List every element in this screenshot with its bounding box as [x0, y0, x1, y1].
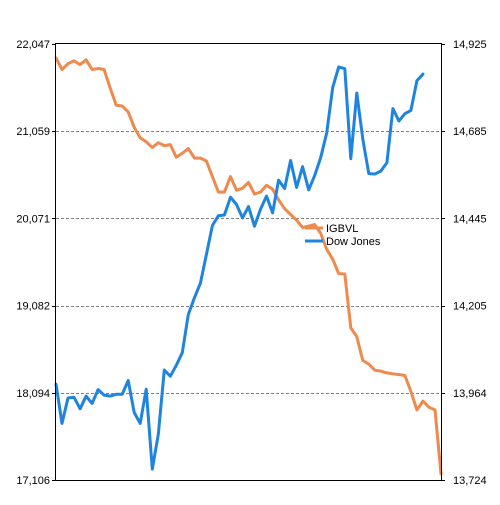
left-tick-label: 17,106 — [16, 475, 50, 487]
plot-frame — [55, 43, 442, 481]
series-line-igbvl — [54, 56, 443, 476]
legend: IGBVL Dow Jones — [305, 223, 381, 248]
right-tick-label: 13,964 — [453, 388, 487, 400]
legend-label-dow-jones: Dow Jones — [326, 236, 381, 248]
right-tick-label: 13,724 — [453, 475, 487, 487]
right-tick-label: 14,445 — [453, 213, 487, 225]
axes-layer — [55, 43, 442, 481]
grid-layer — [56, 131, 441, 394]
legend-label-igbvl: IGBVL — [326, 223, 358, 235]
series-line-dow-jones — [54, 65, 425, 471]
left-axis-ticks: 22,047 21,059 20,071 19,082 18,094 17,106 — [16, 39, 56, 487]
right-tick-label: 14,205 — [453, 301, 487, 313]
right-tick-label: 14,685 — [453, 126, 487, 138]
series-layer — [54, 56, 443, 476]
left-tick-label: 20,071 — [16, 213, 50, 225]
left-tick-label: 18,094 — [16, 388, 50, 400]
left-tick-label: 19,082 — [16, 301, 50, 313]
right-axis-ticks: 14,925 14,685 14,445 14,205 13,964 13,724 — [441, 39, 487, 487]
left-tick-label: 22,047 — [16, 39, 50, 51]
left-tick-label: 21,059 — [16, 126, 50, 138]
right-tick-label: 14,925 — [453, 39, 487, 51]
